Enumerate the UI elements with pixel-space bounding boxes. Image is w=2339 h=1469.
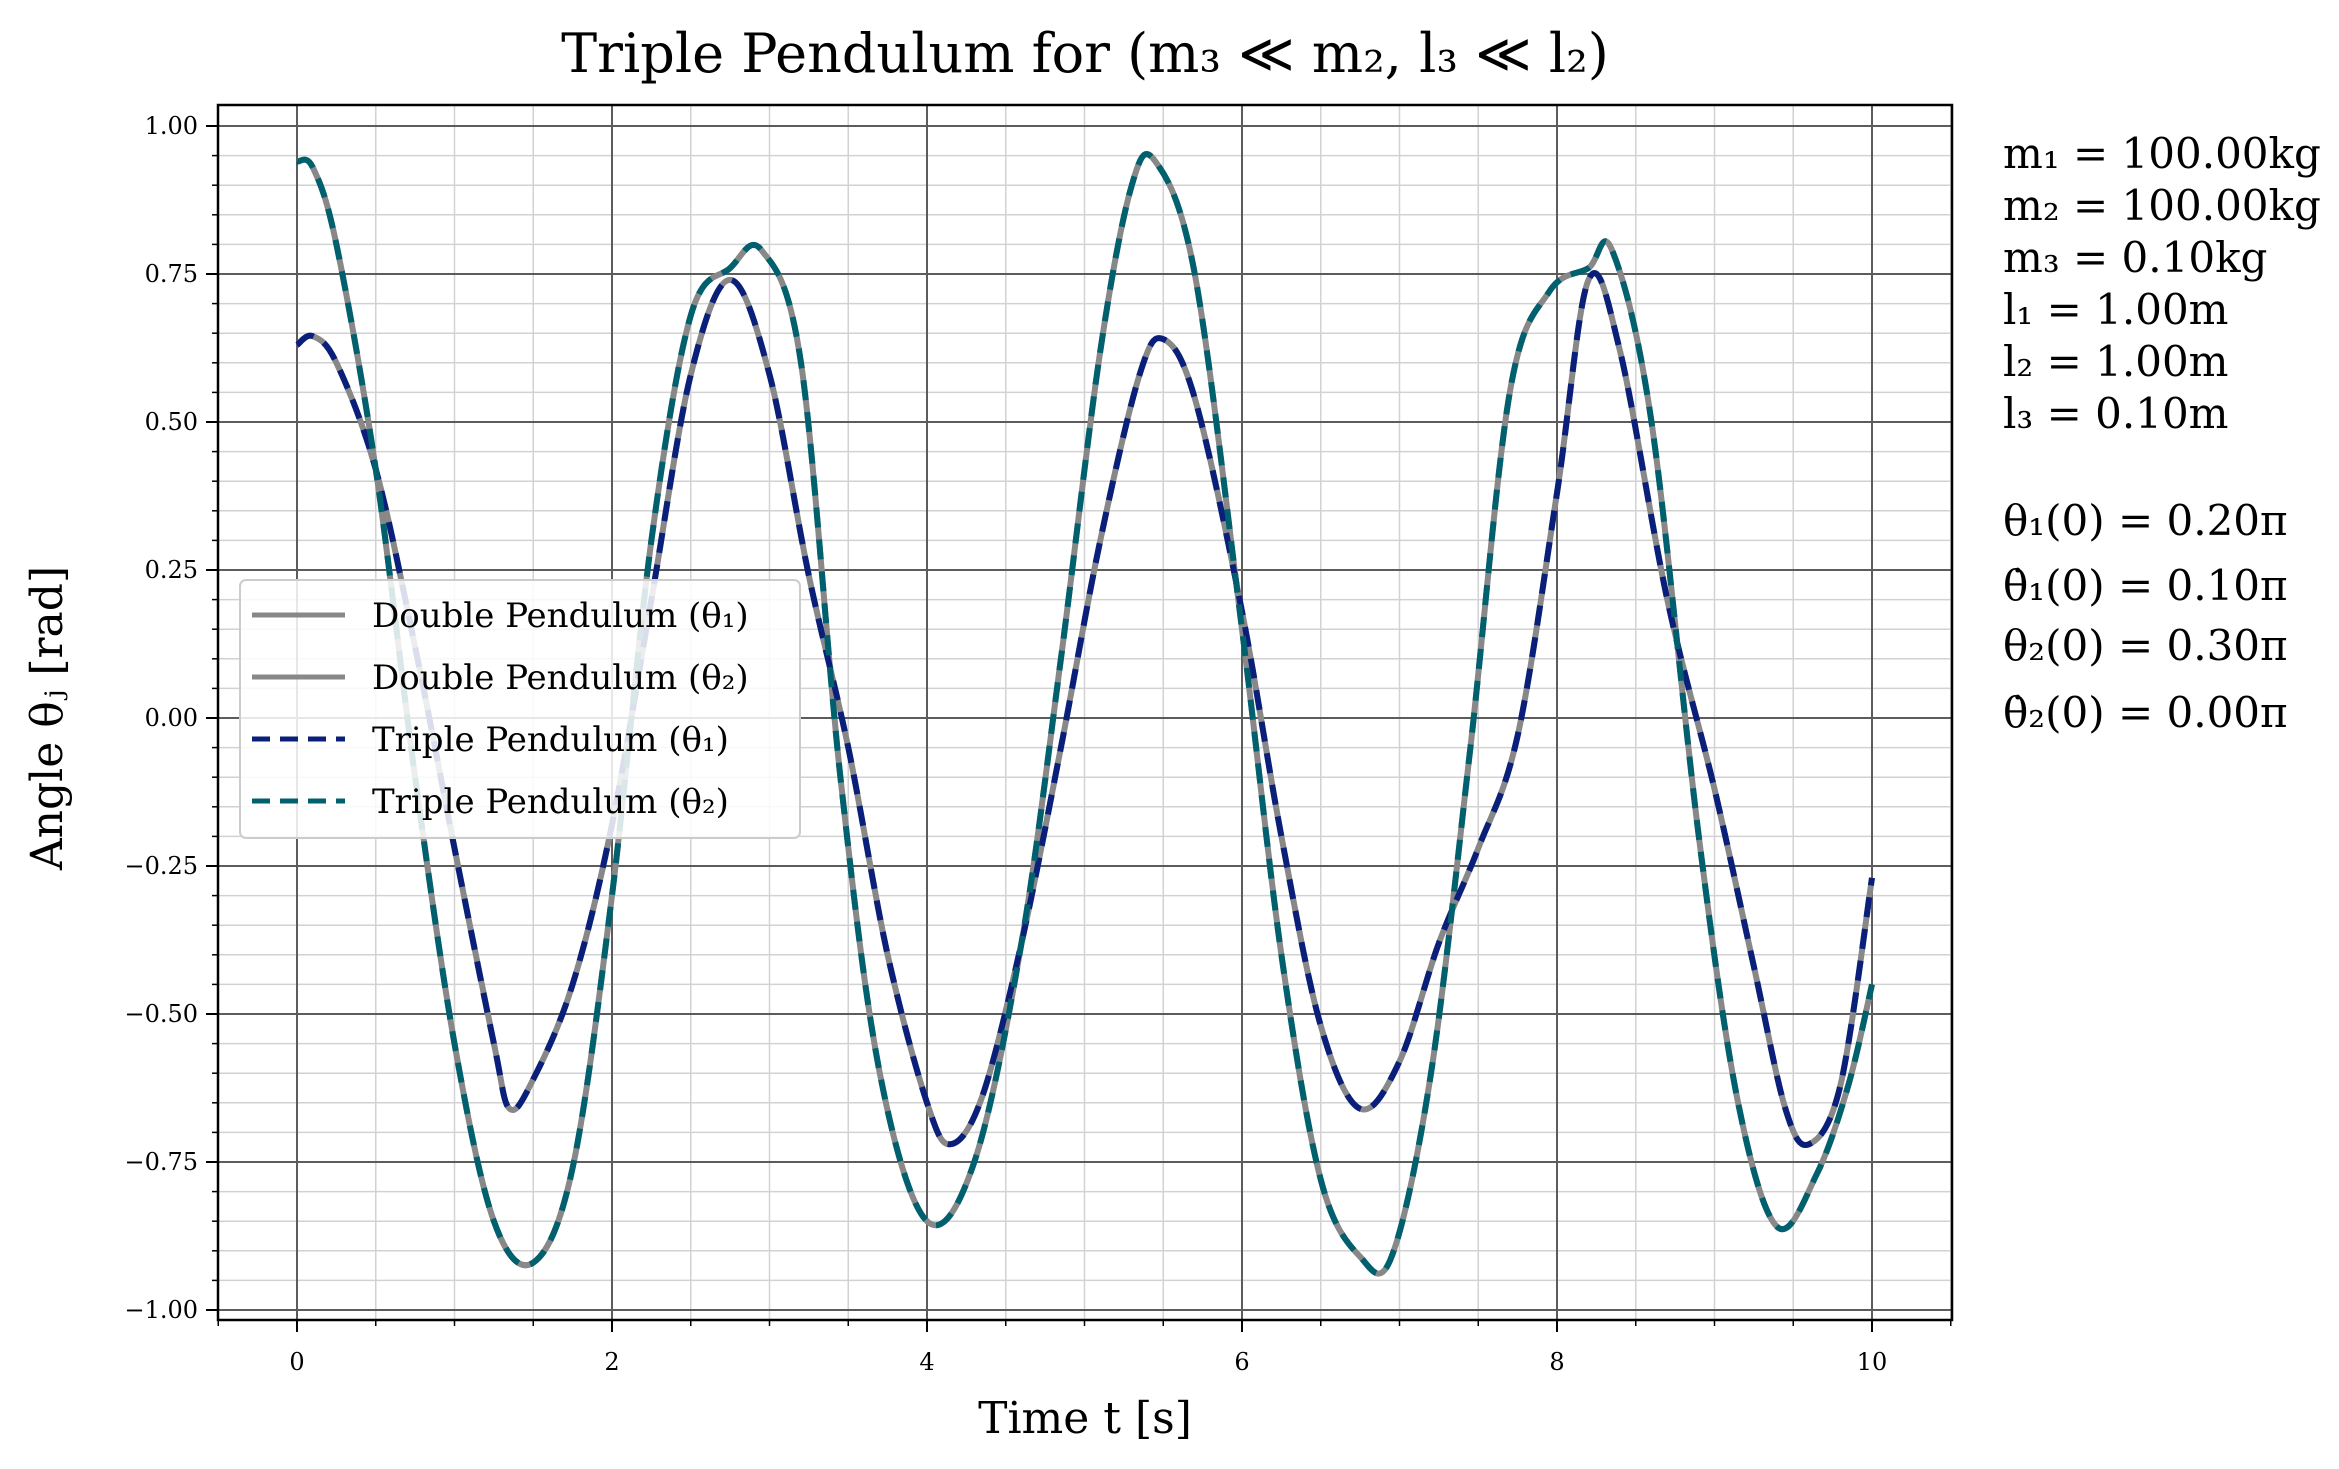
x-tick-label: 10: [1857, 1348, 1888, 1376]
series-triple-theta2: [295, 151, 1875, 1277]
chart-title: Triple Pendulum for (m₃ ≪ m₂, l₃ ≪ l₂): [561, 22, 1609, 85]
x-axis-label: Time t [s]: [978, 1393, 1192, 1444]
legend-label-double-theta1: Double Pendulum (θ₁): [372, 596, 749, 636]
param-l1: l₁ = 1.00m: [2003, 285, 2229, 334]
y-tick-label: 0.25: [145, 556, 198, 584]
legend: Double Pendulum (θ₁) Double Pendulum (θ₂…: [239, 579, 801, 839]
param-theta1-dot-initial: θ̇₁(0) = 0.10π: [2003, 561, 2288, 610]
y-tick-label: 0.75: [145, 260, 198, 288]
param-theta2-initial: θ₂(0) = 0.30π: [2003, 621, 2288, 670]
legend-label-triple-theta2: Triple Pendulum (θ₂): [372, 782, 729, 822]
y-tick-label: −0.75: [124, 1148, 198, 1176]
plot-lines: [295, 151, 1875, 1277]
param-m1: m₁ = 100.00kg: [2003, 129, 2321, 178]
series-triple-theta1: [295, 270, 1875, 1148]
y-tick-label: 0.00: [145, 704, 198, 732]
y-tick-label: −0.25: [124, 852, 198, 880]
param-m3: m₃ = 0.10kg: [2003, 233, 2267, 282]
param-theta1-initial: θ₁(0) = 0.20π: [2003, 496, 2288, 545]
legend-label-triple-theta1: Triple Pendulum (θ₁): [372, 720, 729, 760]
x-tick-label: 2: [604, 1348, 619, 1376]
y-axis-ticks: 1.00 0.75 0.50 0.25 0.00 −0.25 −0.50 −0.75 −1.00: [124, 112, 218, 1324]
y-tick-label: 0.50: [145, 408, 198, 436]
y-axis-label: Angle θⱼ [rad]: [22, 566, 73, 871]
x-tick-label: 8: [1549, 1348, 1564, 1376]
legend-label-double-theta2: Double Pendulum (θ₂): [372, 658, 749, 698]
x-axis-ticks: 0 2 4 6 8 10: [217, 1320, 1952, 1376]
param-theta2-dot-initial: θ̇₂(0) = 0.00π: [2003, 688, 2288, 737]
param-l2: l₂ = 1.00m: [2003, 337, 2229, 386]
param-l3: l₃ = 0.10m: [2003, 389, 2229, 438]
y-tick-label: −0.50: [124, 1000, 198, 1028]
y-tick-label: 1.00: [145, 112, 198, 140]
x-tick-label: 6: [1234, 1348, 1249, 1376]
y-tick-label: −1.00: [124, 1296, 198, 1324]
x-tick-label: 4: [919, 1348, 934, 1376]
param-m2: m₂ = 100.00kg: [2003, 181, 2321, 230]
x-tick-label: 0: [289, 1348, 304, 1376]
legend-box: [239, 579, 801, 839]
parameter-annotations: m₁ = 100.00kg m₂ = 100.00kg m₃ = 0.10kg …: [2003, 129, 2321, 737]
